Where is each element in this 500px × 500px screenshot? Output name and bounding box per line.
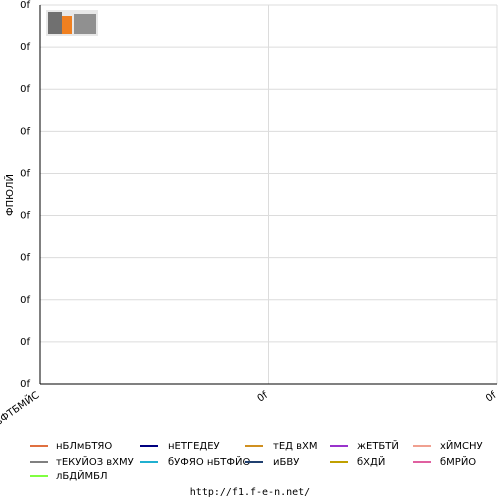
x-tick-label: 0f [256, 390, 271, 405]
legend-label: лБДЙМБЛ [56, 469, 108, 482]
y-tick-label: 0f [20, 84, 30, 95]
legend-label: иБВУ [273, 457, 299, 468]
y-tick-label: 0f [20, 168, 30, 179]
y-tick-label: 0f [20, 379, 30, 390]
x-tick-label: 0f [484, 390, 499, 405]
legend-label: хЙМСНУ [440, 439, 483, 452]
y-axis-label: ФПЮЛЙ [3, 174, 16, 216]
legend-label: бМРЙО [440, 455, 476, 468]
y-tick-label: 0f [20, 126, 30, 137]
y-tick-label: 0f [20, 0, 30, 11]
legend-label: бХДЙ [357, 455, 385, 468]
x-tick-label: ьФТБМЙС [0, 388, 41, 428]
legend-label: нБЛмБТЯО [56, 441, 112, 452]
legend-label: тЕКУЙОЗ вХМУ [56, 455, 134, 468]
legend-label: бУФЯО нБТФЙО [168, 455, 250, 468]
y-tick-label: 0f [20, 211, 30, 222]
footer: http://f1.f-e-n.net/ [190, 487, 310, 498]
logo [46, 10, 98, 36]
y-tick-label: 0f [20, 42, 30, 53]
y-tick-label: 0f [20, 253, 30, 264]
legend-label: тЕД вХМ [273, 441, 318, 452]
y-tick-label: 0f [20, 337, 30, 348]
y-tick-label: 0f [20, 295, 30, 306]
legend-label: нЕТГЕДЕУ [168, 441, 220, 452]
legend-label: жЕТБТЙ [357, 439, 399, 452]
